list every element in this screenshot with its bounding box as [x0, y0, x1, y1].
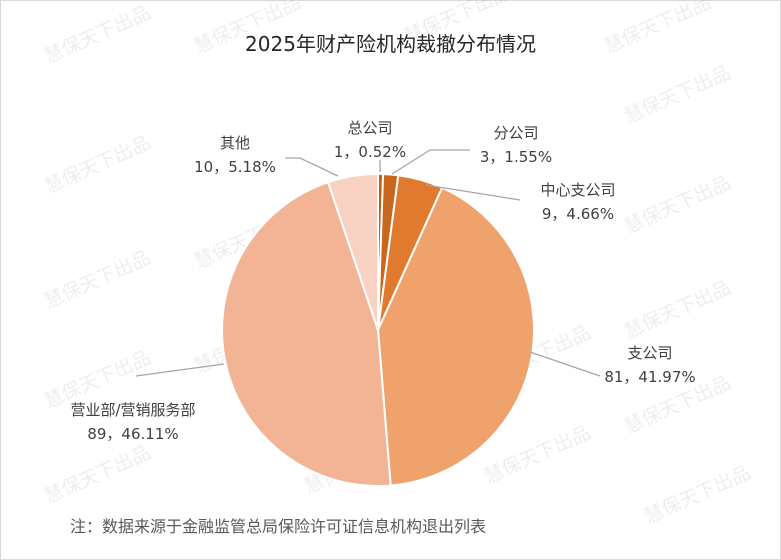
slice-label: 分公司 — [493, 124, 538, 142]
leader-line — [529, 351, 601, 377]
slice-value-label: 81，41.97% — [604, 368, 695, 386]
slice-label: 总公司 — [347, 119, 392, 137]
leader-line — [391, 149, 470, 175]
slice-value-label: 89，46.11% — [87, 425, 178, 443]
leader-line — [135, 363, 225, 377]
slice-value-label: 10，5.18% — [194, 158, 276, 176]
slice-label: 营业部/营销服务部 — [70, 401, 195, 419]
pie-slice — [326, 172, 379, 331]
slice-value-label: 1，0.52% — [334, 143, 406, 161]
slice-value-label: 9，4.66% — [542, 205, 614, 223]
source-note: 注：数据来源于金融监管总局保险许可证信息机构退出列表 — [70, 517, 487, 536]
pie-slice — [221, 180, 392, 487]
chart-title: 2025年财产险机构裁撤分布情况 — [245, 32, 536, 56]
slice-label: 支公司 — [627, 344, 672, 362]
slice-label: 其他 — [220, 134, 250, 152]
slice-value-label: 3，1.55% — [480, 148, 552, 166]
leader-line — [425, 184, 521, 201]
slice-label: 中心支公司 — [540, 181, 615, 199]
leader-line — [285, 157, 339, 177]
pie-slice — [376, 186, 535, 487]
